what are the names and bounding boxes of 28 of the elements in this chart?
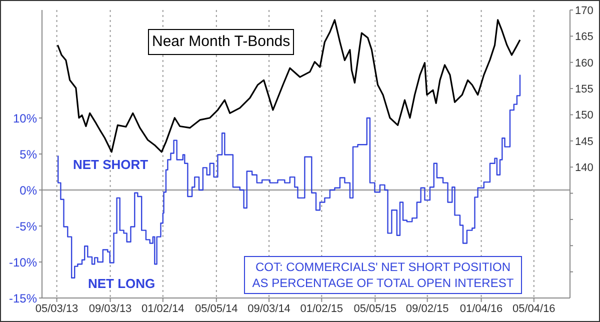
annotation: NET LONG <box>88 276 156 291</box>
series-label: Near Month T-Bonds <box>148 29 294 56</box>
y-tick-label: -5% <box>16 219 38 234</box>
x-tick-label: 09/02/15 <box>406 302 449 315</box>
x-tick-label: 01/02/14 <box>141 302 184 315</box>
y-tick-label: -15% <box>8 291 38 306</box>
x-tick-label: 05/03/13 <box>35 302 78 315</box>
y2-tick-label: 140 <box>575 162 594 174</box>
y2-tick-label: 160 <box>575 57 594 70</box>
x-tick-label: 09/03/13 <box>88 302 132 315</box>
x-tick-label: 01/02/15 <box>300 302 344 315</box>
x-tick-label: 05/04/16 <box>512 302 556 315</box>
x-tick-label: 05/05/14 <box>194 302 238 315</box>
y-tick-label: 10% <box>12 111 38 126</box>
x-tick-label: 01/04/16 <box>460 302 503 315</box>
y2-tick-label: 155 <box>575 83 594 96</box>
y2-tick-label: 170 <box>575 4 594 17</box>
text: COT: COMMERCIALS' NET SHORT POSITION AS PERCENTAGE OF TOTAL OPEN INTEREST <box>244 256 522 294</box>
y2-tick-label: 145 <box>575 136 594 148</box>
x-tick-label: 09/03/14 <box>248 302 290 315</box>
line-series <box>56 19 521 153</box>
y-tick-label: -10% <box>8 255 38 270</box>
y-tick-label: 0% <box>20 183 38 198</box>
x-tick-label: 05/05/15 <box>354 302 397 315</box>
y2-tick-label: 165 <box>575 31 594 44</box>
annotation: NET SHORT <box>73 157 148 172</box>
y-tick-label: 5% <box>20 147 38 162</box>
y2-tick-label: 150 <box>575 110 594 122</box>
